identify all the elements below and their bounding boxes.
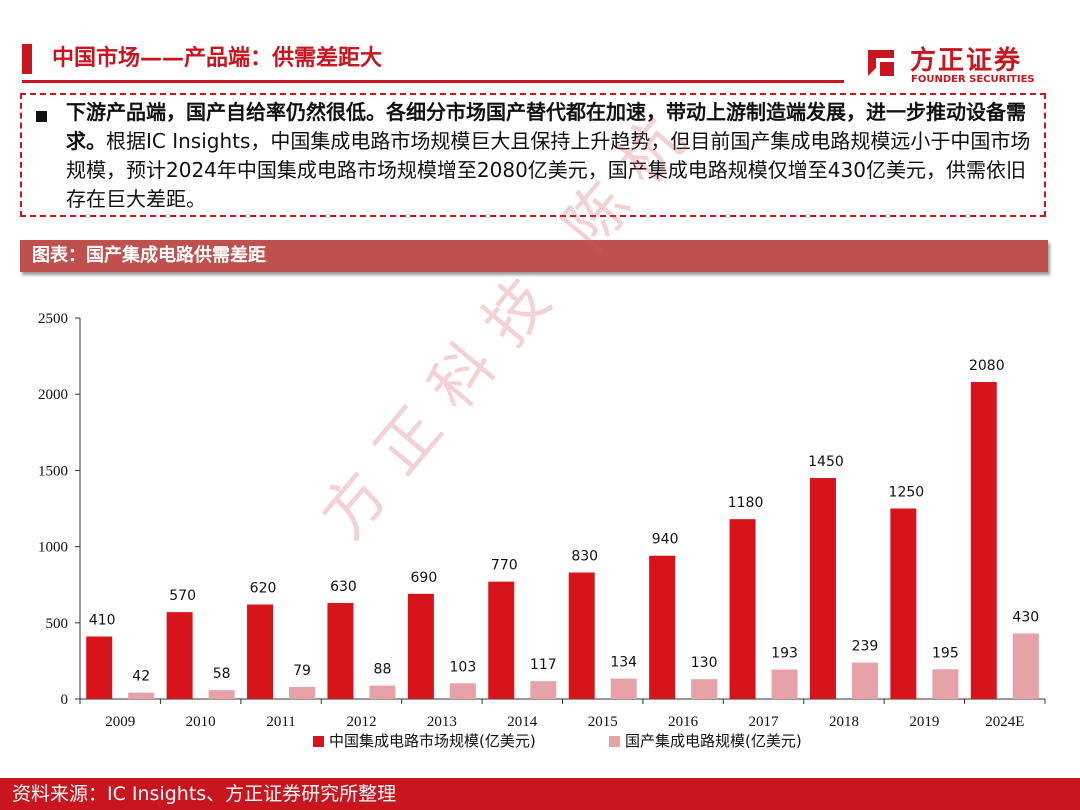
chart-header-title: 图表：国产集成电路供需差距: [32, 245, 266, 266]
data-label: 430: [1012, 609, 1039, 625]
y-tick-label: 2000: [38, 387, 68, 403]
x-tick-label: 2014: [507, 714, 538, 730]
data-label: 58: [213, 666, 231, 682]
bar-domestic: [208, 690, 235, 699]
bar-market: [327, 602, 354, 699]
data-label: 410: [89, 613, 116, 629]
data-label: 88: [374, 662, 392, 678]
data-label: 195: [932, 645, 959, 661]
x-tick-label: 2024E: [985, 714, 1024, 730]
legend-label: 国产集成电路规模(亿美元): [625, 732, 802, 750]
x-tick-label: 2009: [105, 714, 135, 730]
summary-bold-text: 下游产品端，国产自给率仍然很低。各细分市场国产替代都在加速，带动上游制造端发展，…: [66, 100, 1026, 153]
bar-domestic: [530, 681, 557, 699]
bar-market: [166, 612, 193, 699]
page-title: 中国市场——产品端：供需差距大: [52, 46, 383, 71]
bar-domestic: [851, 662, 878, 699]
summary-box: 下游产品端，国产自给率仍然很低。各细分市场国产替代都在加速，带动上游制造端发展，…: [20, 93, 1046, 217]
bar-domestic: [1012, 633, 1039, 699]
data-label: 1180: [728, 495, 764, 511]
x-tick-label: 2016: [668, 714, 699, 730]
data-label: 770: [491, 558, 518, 574]
y-tick-label: 0: [61, 692, 69, 708]
footer-bar: 资料来源：IC Insights、方正证券研究所整理: [0, 778, 1080, 810]
summary-text: 下游产品端，国产自给率仍然很低。各细分市场国产替代都在加速，带动上游制造端发展，…: [66, 98, 1034, 214]
bar-market: [809, 478, 836, 699]
x-tick-label: 2015: [588, 714, 618, 730]
title-accent-bar: [22, 44, 32, 74]
logo-english-text: FOUNDER SECURITIES: [911, 74, 1035, 85]
x-tick-label: 2010: [186, 714, 216, 730]
bar-domestic: [610, 678, 637, 699]
bar-market: [247, 604, 274, 699]
bar-market: [890, 508, 917, 699]
source-note: 资料来源：IC Insights、方正证券研究所整理: [12, 783, 397, 805]
data-label: 103: [450, 659, 477, 675]
summary-body-text: 根据IC Insights，中国集成电路市场规模巨大且保持上升趋势，但目前国产集…: [66, 129, 1031, 211]
bullet-square-icon: [36, 111, 47, 122]
logo-mark-icon: [868, 50, 894, 76]
bar-market: [86, 636, 113, 699]
y-tick-label: 2500: [38, 311, 68, 327]
data-label: 130: [691, 655, 718, 671]
bar-domestic: [932, 669, 959, 699]
bar-domestic: [691, 679, 718, 699]
x-tick-label: 2017: [749, 714, 780, 730]
bar-domestic: [128, 692, 155, 699]
y-tick-label: 1000: [38, 540, 68, 556]
data-label: 630: [330, 579, 357, 595]
bar-market: [729, 519, 756, 699]
bar-market: [568, 572, 595, 699]
data-label: 570: [169, 588, 196, 604]
bar-market: [970, 382, 997, 699]
data-label: 117: [530, 657, 557, 673]
y-tick-label: 500: [46, 616, 69, 632]
company-logo: 方正证券 FOUNDER SECURITIES: [860, 40, 1060, 92]
bar-market: [407, 593, 434, 699]
legend-swatch: [313, 736, 324, 747]
data-label: 42: [132, 669, 150, 685]
x-tick-label: 2012: [346, 714, 376, 730]
bar-domestic: [289, 686, 316, 699]
data-label: 239: [852, 639, 879, 655]
chart-header: 图表：国产集成电路供需差距: [20, 240, 1048, 272]
bar-market: [649, 555, 676, 699]
data-label: 1250: [889, 485, 925, 501]
bar-domestic: [369, 685, 396, 699]
data-label: 2080: [969, 358, 1005, 374]
bar-domestic: [771, 669, 798, 699]
bar-market: [488, 581, 515, 699]
x-tick-label: 2013: [427, 714, 457, 730]
y-tick-label: 1500: [38, 463, 68, 479]
title-underline: [22, 80, 844, 83]
data-label: 690: [411, 570, 438, 586]
x-tick-label: 2018: [829, 714, 859, 730]
data-label: 830: [571, 549, 598, 565]
data-label: 940: [652, 532, 679, 548]
bar-domestic: [449, 683, 476, 699]
logo-chinese-text: 方正证券: [910, 46, 1023, 76]
data-label: 620: [250, 581, 277, 597]
data-label: 193: [771, 646, 798, 662]
x-tick-label: 2019: [909, 714, 939, 730]
bar-chart: 0 500 1000 1500 2000 2500 410 42 2009 570 58 2010 62…: [38, 311, 1046, 750]
data-label: 79: [293, 663, 311, 679]
data-label: 134: [610, 655, 637, 671]
legend-label: 中国集成电路市场规模(亿美元): [329, 732, 536, 750]
legend-swatch: [609, 736, 620, 747]
x-tick-label: 2011: [266, 714, 295, 730]
data-label: 1450: [808, 454, 844, 470]
